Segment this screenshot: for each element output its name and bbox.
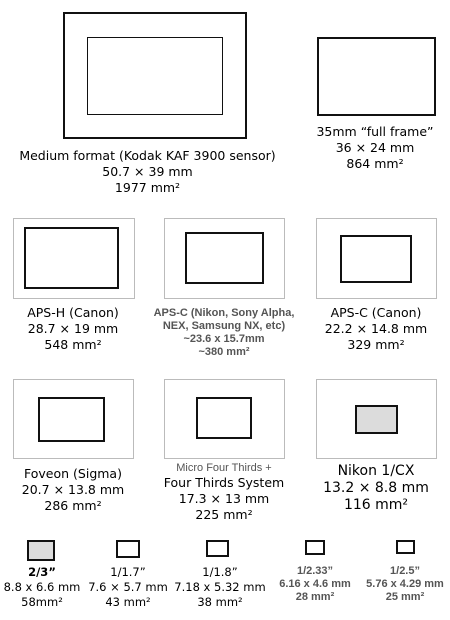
four-thirds-label: Micro Four Thirds + Four Thirds System 1…	[148, 462, 300, 523]
aps-c-canon-area: 329 mm²	[347, 337, 405, 352]
one-1-7-name: 1/1.7”	[110, 565, 146, 579]
one-1-8-name: 1/1.8”	[202, 565, 238, 579]
nikon-1-label: Nikon 1/CX 13.2 × 8.8 mm 116 mm²	[302, 463, 450, 514]
four-thirds-sensor	[196, 397, 252, 439]
aps-c-nikon-sensor	[185, 232, 264, 284]
foveon-label: Foveon (Sigma) 20.7 × 13.8 mm 286 mm²	[0, 466, 146, 514]
two-thirds-label: 2/3” 8.8 x 6.6 mm 58mm²	[0, 565, 84, 610]
one-1-7-dimensions: 7.6 × 5.7 mm	[88, 580, 168, 594]
aps-c-nikon-name-cont: NEX, Samsung NX, etc)	[162, 320, 286, 332]
aps-c-nikon-name: APS-C (Nikon, Sony Alpha,	[153, 307, 295, 319]
one-2-33-name: 1/2.33”	[296, 565, 334, 577]
one-1-7-sensor	[116, 540, 140, 558]
foveon-name: Foveon (Sigma)	[24, 466, 122, 481]
one-2-33-area: 28 mm²	[295, 591, 335, 603]
aps-h-area: 548 mm²	[44, 337, 102, 352]
foveon-dimensions: 20.7 × 13.8 mm	[21, 482, 125, 497]
full-frame-sensor	[317, 37, 436, 116]
full-frame-label: 35mm “full frame” 36 × 24 mm 864 mm²	[300, 124, 450, 172]
aps-h-frame	[13, 218, 135, 299]
nikon-1-area: 116 mm²	[343, 497, 409, 513]
aps-h-label: APS-H (Canon) 28.7 × 19 mm 548 mm²	[0, 305, 146, 353]
one-1-8-label: 1/1.8” 7.18 x 5.32 mm 38 mm²	[172, 565, 268, 610]
one-1-8-dimensions: 7.18 x 5.32 mm	[174, 580, 266, 594]
medium-format-sensor	[87, 37, 223, 115]
medium-format-name: Medium format (Kodak KAF 3900 sensor)	[19, 148, 276, 163]
four-thirds-name-cont: Four Thirds System	[163, 475, 285, 490]
aps-c-canon-name: APS-C (Canon)	[330, 305, 422, 320]
medium-format-dimensions: 50.7 × 39 mm	[102, 164, 193, 179]
nikon-1-frame	[316, 379, 437, 459]
nikon-1-sensor	[355, 405, 398, 434]
full-frame-name: 35mm “full frame”	[316, 124, 434, 139]
two-thirds-sensor	[27, 540, 55, 561]
one-2-33-dimensions: 6.16 x 4.6 mm	[279, 578, 351, 590]
medium-format-area: 1977 mm²	[114, 180, 181, 195]
aps-c-canon-dimensions: 22.2 × 14.8 mm	[324, 321, 428, 336]
aps-h-name: APS-H (Canon)	[27, 305, 119, 320]
four-thirds-frame	[164, 379, 285, 459]
one-2-5-label: 1/2.5” 5.76 x 4.29 mm 25 mm²	[360, 565, 450, 604]
one-2-5-area: 25 mm²	[385, 591, 425, 603]
foveon-frame	[13, 379, 134, 459]
aps-h-dimensions: 28.7 × 19 mm	[27, 321, 119, 336]
aps-c-nikon-area: ~380 mm²	[198, 346, 250, 358]
full-frame-dimensions: 36 × 24 mm	[335, 140, 415, 155]
one-2-5-sensor	[396, 540, 415, 554]
two-thirds-dimensions: 8.8 x 6.6 mm	[3, 580, 81, 594]
one-1-8-area: 38 mm²	[197, 595, 243, 609]
nikon-1-dimensions: 13.2 × 8.8 mm	[323, 480, 429, 496]
two-thirds-name: 2/3”	[28, 565, 56, 579]
aps-c-nikon-frame	[164, 218, 285, 299]
one-2-33-sensor	[305, 540, 325, 555]
aps-h-sensor	[24, 227, 119, 289]
four-thirds-name: Micro Four Thirds +	[176, 462, 272, 474]
nikon-1-name: Nikon 1/CX	[337, 463, 415, 479]
foveon-area: 286 mm²	[44, 498, 102, 513]
aps-c-canon-frame	[316, 218, 437, 299]
medium-format-frame	[63, 12, 247, 139]
one-1-7-label: 1/1.7” 7.6 × 5.7 mm 43 mm²	[82, 565, 174, 610]
aps-c-canon-sensor	[340, 235, 412, 283]
four-thirds-dimensions: 17.3 × 13 mm	[178, 491, 270, 506]
full-frame-area: 864 mm²	[346, 156, 404, 171]
one-1-8-sensor	[206, 540, 229, 557]
one-2-5-dimensions: 5.76 x 4.29 mm	[366, 578, 444, 590]
aps-c-nikon-dimensions: ~23.6 x 15.7mm	[183, 333, 265, 345]
medium-format-label: Medium format (Kodak KAF 3900 sensor) 50…	[0, 148, 295, 196]
aps-c-nikon-label: APS-C (Nikon, Sony Alpha, NEX, Samsung N…	[148, 307, 300, 359]
aps-c-canon-label: APS-C (Canon) 22.2 × 14.8 mm 329 mm²	[302, 305, 450, 353]
one-2-33-label: 1/2.33” 6.16 x 4.6 mm 28 mm²	[270, 565, 360, 604]
four-thirds-area: 225 mm²	[195, 507, 253, 522]
foveon-sensor	[38, 397, 105, 442]
two-thirds-area: 58mm²	[21, 595, 63, 609]
one-2-5-name: 1/2.5”	[390, 565, 420, 577]
one-1-7-area: 43 mm²	[105, 595, 151, 609]
